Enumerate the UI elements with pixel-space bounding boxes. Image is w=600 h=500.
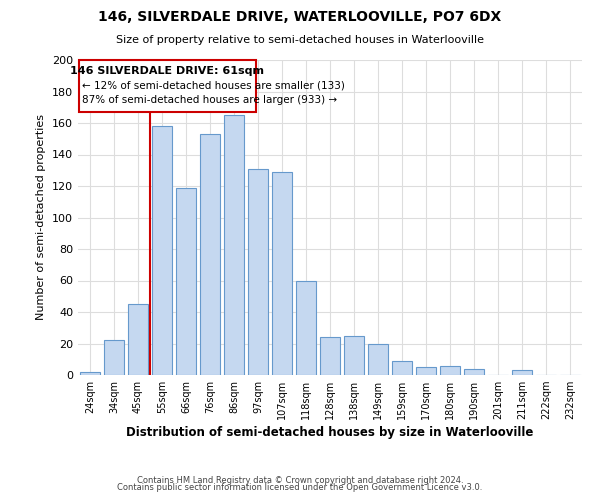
- Bar: [392, 361, 412, 375]
- Bar: [128, 304, 148, 375]
- Bar: [79, 60, 256, 112]
- Bar: [152, 126, 172, 375]
- Text: Contains public sector information licensed under the Open Government Licence v3: Contains public sector information licen…: [118, 484, 482, 492]
- Bar: [368, 344, 388, 375]
- Bar: [104, 340, 124, 375]
- Bar: [416, 367, 436, 375]
- X-axis label: Distribution of semi-detached houses by size in Waterlooville: Distribution of semi-detached houses by …: [127, 426, 533, 440]
- Text: 146, SILVERDALE DRIVE, WATERLOOVILLE, PO7 6DX: 146, SILVERDALE DRIVE, WATERLOOVILLE, PO…: [98, 10, 502, 24]
- Bar: [176, 188, 196, 375]
- Bar: [200, 134, 220, 375]
- Bar: [272, 172, 292, 375]
- Bar: [440, 366, 460, 375]
- Bar: [320, 337, 340, 375]
- Bar: [224, 115, 244, 375]
- Text: 146 SILVERDALE DRIVE: 61sqm: 146 SILVERDALE DRIVE: 61sqm: [70, 66, 265, 76]
- Bar: [296, 280, 316, 375]
- Bar: [512, 370, 532, 375]
- Text: Size of property relative to semi-detached houses in Waterlooville: Size of property relative to semi-detach…: [116, 35, 484, 45]
- Bar: [344, 336, 364, 375]
- Text: ← 12% of semi-detached houses are smaller (133): ← 12% of semi-detached houses are smalle…: [82, 80, 344, 90]
- Bar: [248, 168, 268, 375]
- Bar: [464, 368, 484, 375]
- Y-axis label: Number of semi-detached properties: Number of semi-detached properties: [37, 114, 46, 320]
- Text: 87% of semi-detached houses are larger (933) →: 87% of semi-detached houses are larger (…: [82, 94, 337, 104]
- Text: Contains HM Land Registry data © Crown copyright and database right 2024.: Contains HM Land Registry data © Crown c…: [137, 476, 463, 485]
- Bar: [80, 372, 100, 375]
